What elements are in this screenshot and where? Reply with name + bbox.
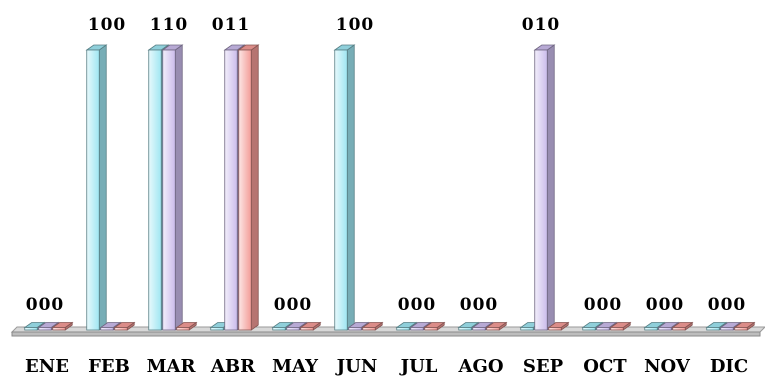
bar-front [334, 49, 348, 331]
bar-side [346, 44, 355, 331]
x-tick-label: AGO [457, 356, 503, 377]
x-axis-ticks: ENE FEB MAR ABR MAY JUN JUL AGO SEP OCT NOV DIC [25, 356, 748, 377]
data-label-ene: 000 [26, 295, 65, 315]
bar-dic-series-3 [733, 321, 756, 331]
bar-front [672, 327, 686, 331]
x-tick-label: SEP [523, 356, 564, 377]
x-tick-label: JUL [399, 356, 438, 377]
chart-floor [10, 326, 765, 337]
bar-front [410, 327, 424, 331]
bar-front [210, 327, 224, 331]
bar-front [224, 49, 238, 331]
x-tick-label: MAY [272, 356, 319, 377]
x-tick-label: OCT [583, 356, 627, 377]
bar-sep-series-2 [533, 44, 556, 331]
bar-jun-series-3 [361, 321, 384, 331]
data-labels-group: 000 100 110 011 000 100 000 000 010 000 000 000 [26, 15, 747, 315]
bar-mar-series-3 [175, 321, 198, 331]
bar-front [100, 327, 114, 331]
bar-front [300, 327, 314, 331]
bar-front [610, 327, 624, 331]
bar-nov-series-3 [671, 321, 694, 331]
bar-front [596, 327, 610, 331]
bar-front [658, 327, 672, 331]
x-tick-label: MAR [147, 356, 197, 377]
bar-front [424, 327, 438, 331]
bar-front [486, 327, 500, 331]
bar-front [720, 327, 734, 331]
bar-front [162, 49, 176, 331]
x-tick-label: DIC [710, 356, 748, 377]
bar-front [534, 49, 548, 331]
bar-sep-series-3 [547, 321, 570, 331]
bar-front [52, 327, 66, 331]
data-label-nov: 000 [646, 295, 685, 315]
x-tick-label: ENE [25, 356, 69, 377]
bar-side [250, 44, 259, 331]
bar-side [546, 44, 555, 331]
data-label-ago: 000 [460, 295, 499, 315]
bar-jun-series-1 [333, 44, 356, 331]
x-tick-label: JUN [335, 356, 378, 377]
bar-front [706, 327, 720, 331]
bar-front [38, 327, 52, 331]
data-label-oct: 000 [584, 295, 623, 315]
bar-front [644, 327, 658, 331]
bar-front [548, 327, 562, 331]
x-tick-label: NOV [644, 356, 691, 377]
bar-front [472, 327, 486, 331]
data-label-dic: 000 [708, 295, 747, 315]
bar-feb-series-3 [113, 321, 136, 331]
bar-front [520, 327, 534, 331]
floor-front [11, 331, 761, 337]
bar-front [24, 327, 38, 331]
bar-oct-series-3 [609, 321, 632, 331]
data-label-may: 000 [274, 295, 313, 315]
bar-abr-series-3 [237, 44, 260, 331]
data-label-abr: 011 [212, 15, 251, 35]
bar-ago-series-3 [485, 321, 508, 331]
bar-front [348, 327, 362, 331]
bar-mar-series-2 [161, 44, 184, 331]
bar-front [458, 327, 472, 331]
bar-side [174, 44, 183, 331]
bars-group [23, 44, 756, 331]
bar-front [148, 49, 162, 331]
data-label-jun: 100 [336, 15, 375, 35]
bar-jul-series-3 [423, 321, 446, 331]
bar-front [272, 327, 286, 331]
data-label-sep: 010 [522, 15, 561, 35]
bar-front [176, 327, 190, 331]
x-tick-label: FEB [88, 356, 130, 377]
data-label-feb: 100 [88, 15, 127, 35]
bar-front [114, 327, 128, 331]
bar-front [734, 327, 748, 331]
bar-front [582, 327, 596, 331]
bar-front [86, 49, 100, 331]
bar-front [286, 327, 300, 331]
bar-front [238, 49, 252, 331]
x-tick-label: ABR [210, 356, 256, 377]
bar-front [396, 327, 410, 331]
bar-front [362, 327, 376, 331]
bar-may-series-3 [299, 321, 322, 331]
data-label-mar: 110 [150, 15, 189, 35]
bar-ene-series-3 [51, 321, 74, 331]
bar-side [98, 44, 107, 331]
data-label-jul: 000 [398, 295, 437, 315]
bar-feb-series-1 [85, 44, 108, 331]
